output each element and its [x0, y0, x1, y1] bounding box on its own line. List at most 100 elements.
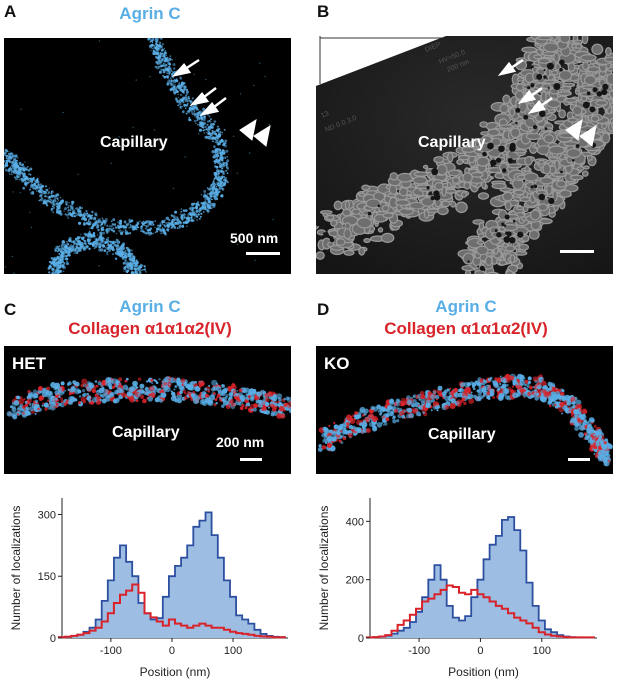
collagen-localization [92, 389, 96, 393]
localization-dot [155, 55, 158, 59]
localization-dot [83, 218, 86, 220]
mesh-fiber [536, 189, 548, 195]
mesh-pore [326, 234, 329, 237]
localization-dot [173, 91, 177, 95]
localization-dot [162, 227, 165, 231]
localization-dot [211, 181, 216, 185]
mesh-fiber [610, 80, 613, 93]
mesh-fiber [529, 209, 541, 221]
localization-dot [140, 263, 142, 266]
localization-dot [176, 216, 178, 218]
localization-dot [207, 189, 209, 191]
agrin-localization [49, 401, 55, 407]
collagen-localization [255, 395, 257, 398]
mesh-pore [509, 237, 516, 244]
mesh-fiber [344, 200, 350, 210]
agrin-localization [504, 391, 507, 395]
localization-dot [160, 68, 163, 71]
collagen-localization [570, 396, 576, 402]
agrin-localization [436, 409, 439, 412]
localization-dot [172, 215, 176, 219]
localization-dot [56, 201, 58, 203]
localization-dot [169, 55, 172, 58]
collagen-localization [554, 403, 557, 407]
localization-dot [210, 198, 213, 201]
agrin-localization [380, 412, 383, 415]
collagen-localization [148, 385, 155, 392]
localization-dot [185, 219, 187, 221]
agrin-localization [112, 398, 118, 404]
agrin-localization [250, 409, 253, 411]
localization-dot [156, 48, 160, 52]
localization-dot [65, 203, 67, 206]
localization-dot [155, 230, 159, 233]
agrin-localization [158, 398, 164, 403]
agrin-localization [50, 382, 57, 388]
background-dot [77, 173, 79, 175]
agrin-localization [176, 398, 182, 404]
panel-a-region-label: Capillary [100, 134, 168, 151]
agrin-localization [408, 412, 415, 419]
agrin-localization [91, 384, 95, 389]
agrin-localization [128, 386, 135, 393]
localization-dot [214, 183, 217, 186]
localization-dot [87, 218, 91, 221]
mesh-fiber [521, 216, 527, 221]
mesh-pore [477, 265, 480, 268]
localization-dot [164, 55, 166, 57]
localization-dot [12, 164, 16, 168]
agrin-localization [577, 408, 581, 412]
background-dot [62, 111, 64, 114]
mesh-pore [498, 145, 505, 153]
localization-dot [72, 205, 74, 207]
localization-dot [221, 133, 223, 135]
localization-dot [187, 99, 190, 102]
localization-dot [171, 218, 175, 222]
localization-dot [209, 184, 213, 188]
agrin-localization [208, 394, 215, 401]
localization-dot [58, 261, 62, 265]
localization-dot [179, 106, 182, 110]
localization-dot [64, 243, 66, 246]
localization-dot [174, 79, 178, 82]
background-dot [110, 162, 112, 164]
localization-dot [55, 210, 60, 214]
localization-dot [124, 221, 127, 224]
agrin-localization [43, 402, 49, 408]
localization-dot [150, 44, 153, 47]
mesh-pore [517, 231, 524, 238]
mesh-fiber [505, 269, 514, 274]
localization-dot [38, 190, 42, 194]
localization-dot [201, 205, 204, 207]
agrin-localization [12, 405, 16, 410]
mesh-fiber [543, 79, 556, 84]
mesh-pore [467, 260, 470, 263]
localization-dot [118, 250, 122, 255]
background-dot [272, 218, 274, 221]
localization-dot [215, 134, 219, 138]
localization-dot [83, 239, 87, 243]
mesh-fiber [498, 124, 514, 129]
collagen-localization [192, 390, 196, 394]
localization-dot [161, 47, 163, 50]
agrin-localization [213, 396, 215, 399]
mesh-fiber [447, 169, 461, 177]
agrin-localization [406, 395, 411, 400]
collagen-localization [558, 388, 562, 392]
mesh-fiber [474, 269, 486, 274]
localization-dot [179, 213, 181, 215]
mesh-pore [515, 121, 518, 125]
agrin-localization [60, 381, 65, 386]
panel-a-scalebar [246, 252, 280, 255]
localization-dot [95, 220, 100, 224]
mesh-fiber [513, 189, 525, 196]
mesh-fiber [499, 187, 512, 193]
agrin-localization [512, 392, 519, 399]
mesh-fiber [342, 208, 352, 217]
localization-dot [107, 244, 110, 247]
localization-dot [103, 228, 105, 231]
mesh-fiber [491, 182, 507, 190]
agrin-localization [418, 404, 424, 410]
localization-dot [99, 241, 102, 244]
localization-dot [145, 227, 148, 229]
